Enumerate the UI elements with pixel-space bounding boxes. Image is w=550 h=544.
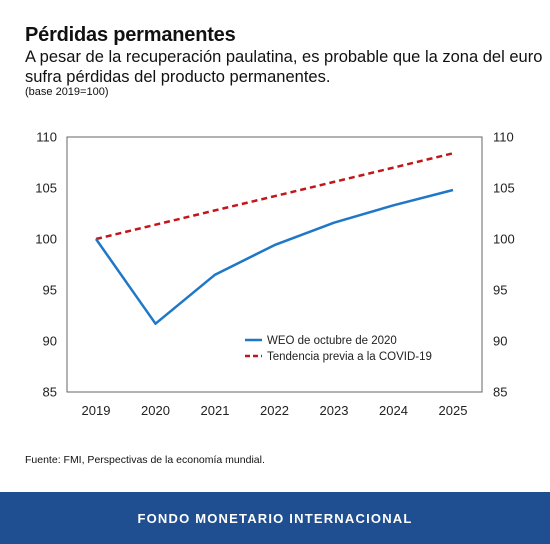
y-axis-right: 85 90 95 100 105 110 <box>493 130 515 400</box>
x-tick-label: 2019 <box>82 403 111 418</box>
plot-frame <box>66 136 483 393</box>
y-tick-label-right: 110 <box>493 130 514 145</box>
y-tick-label-left: 85 <box>43 385 57 400</box>
y-tick-label-left: 95 <box>43 283 57 298</box>
base-note: (base 2019=100) <box>25 86 109 98</box>
footer-bar: FONDO MONETARIO INTERNACIONAL <box>0 492 550 544</box>
y-tick-label-right: 100 <box>493 232 515 247</box>
y-tick-label-right: 85 <box>493 385 507 400</box>
y-axis-left: 85 90 95 100 105 110 <box>35 130 57 400</box>
x-tick-label: 2021 <box>201 403 230 418</box>
series-trend-line <box>95 152 454 241</box>
x-tick-label: 2024 <box>379 403 408 418</box>
series-weo-line <box>94 188 454 325</box>
y-tick-label-right: 95 <box>493 283 507 298</box>
y-tick-label-right: 90 <box>493 334 507 349</box>
y-tick-label-left: 110 <box>36 130 57 145</box>
x-tick-label: 2020 <box>141 403 170 418</box>
source-note: Fuente: FMI, Perspectivas de la economía… <box>25 454 265 466</box>
series-layer <box>94 152 454 325</box>
chart-subtitle: A pesar de la recuperación paulatina, es… <box>25 48 543 86</box>
footer-label: FONDO MONETARIO INTERNACIONAL <box>137 510 413 526</box>
y-tick-label-left: 90 <box>43 334 57 349</box>
legend: WEO de octubre de 2020 Tendencia previa … <box>245 335 432 363</box>
x-tick-label: 2022 <box>260 403 289 418</box>
y-tick-label-right: 105 <box>493 181 515 196</box>
y-tick-label-left: 105 <box>35 181 57 196</box>
page-title: Pérdidas permanentes <box>25 24 236 46</box>
y-tick-label-left: 100 <box>35 232 57 247</box>
x-tick-label: 2025 <box>439 403 468 418</box>
x-tick-label: 2023 <box>320 403 349 418</box>
x-axis: 2019 2020 2021 2022 2023 2024 2025 <box>82 403 468 418</box>
legend-trend-label: Tendencia previa a la COVID-19 <box>267 351 432 363</box>
legend-weo-label: WEO de octubre de 2020 <box>267 335 397 347</box>
